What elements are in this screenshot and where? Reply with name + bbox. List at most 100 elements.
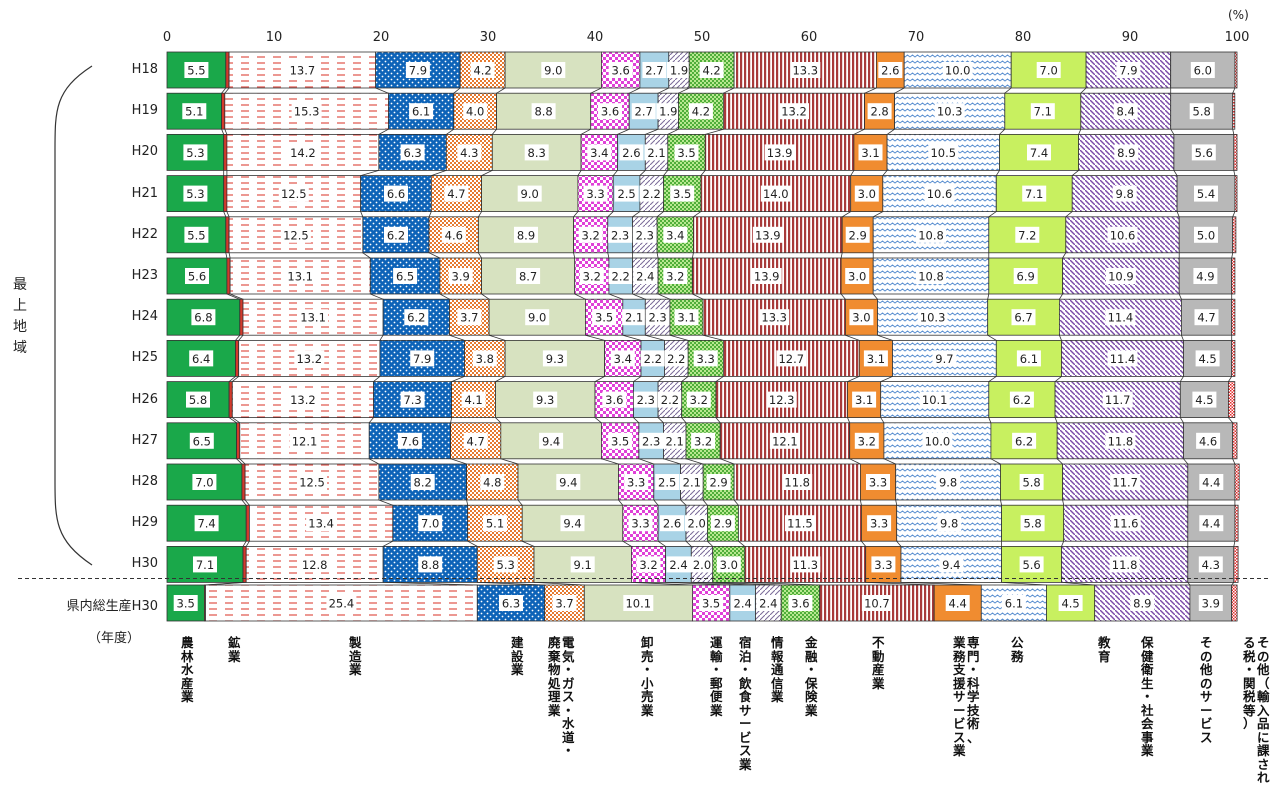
data-label: 25.4 <box>329 597 355 611</box>
connector-line <box>631 582 693 586</box>
connector-line <box>241 499 247 506</box>
connector-line <box>707 540 713 547</box>
data-label: 7.9 <box>409 64 427 78</box>
data-label: 8.8 <box>534 105 552 119</box>
data-label-bg <box>664 350 689 367</box>
connector-line <box>607 211 614 218</box>
data-label: 3.2 <box>666 270 684 284</box>
bar-segment <box>1231 339 1236 377</box>
data-label-bg <box>1190 62 1215 78</box>
data-label-bg <box>579 268 604 284</box>
connector-line <box>877 334 893 341</box>
connector-line <box>883 458 896 465</box>
data-label-bg <box>457 309 482 326</box>
connector-line <box>988 417 992 423</box>
data-label: 7.9 <box>1119 64 1137 78</box>
data-label-bg <box>556 474 581 490</box>
data-label: 5.1 <box>185 105 203 119</box>
bar-segment <box>226 257 231 295</box>
data-label: 2.9 <box>714 517 732 531</box>
data-label-bg <box>400 391 425 408</box>
data-label-bg <box>706 474 731 490</box>
data-label: 2.0 <box>693 558 711 572</box>
data-label: 2.3 <box>611 228 629 242</box>
data-label: 5.4 <box>1197 187 1215 201</box>
data-label: 6.6 <box>387 187 405 201</box>
data-label: 13.9 <box>754 270 780 284</box>
data-label-bg <box>674 309 699 326</box>
data-label-bg <box>861 595 892 611</box>
connector-line <box>1059 335 1062 341</box>
data-label-bg <box>919 391 950 408</box>
data-label-bg <box>710 515 735 532</box>
data-label: 10.8 <box>918 270 944 284</box>
bar-segment <box>1234 504 1239 542</box>
region-bracket <box>54 65 93 566</box>
connector-line <box>590 87 602 94</box>
data-label: 3.3 <box>874 558 892 572</box>
data-label-bg <box>776 350 807 367</box>
data-label-bg <box>684 515 709 532</box>
category-label: 不 動 産 業 <box>872 635 885 691</box>
data-label: 6.1 <box>1005 597 1023 611</box>
connector-line <box>431 170 447 176</box>
connector-line <box>607 252 610 259</box>
data-label: 6.9 <box>1017 270 1035 284</box>
category-label: 公 務 <box>1011 635 1024 664</box>
bar-segment <box>245 504 250 542</box>
data-label: 9.8 <box>939 476 957 490</box>
connector-line <box>242 540 247 547</box>
data-label-bg <box>667 62 691 78</box>
data-label-bg <box>752 226 783 243</box>
connector-line <box>657 376 665 382</box>
data-label: 3.3 <box>697 352 715 366</box>
data-label: 3.1 <box>861 146 879 160</box>
data-label: 2.2 <box>661 393 679 407</box>
connector-line <box>236 458 243 465</box>
data-label-bg <box>766 391 797 408</box>
data-label-bg <box>788 595 813 611</box>
data-label-bg <box>928 144 959 161</box>
data-label-bg <box>463 103 488 120</box>
data-label: 4.2 <box>702 64 720 78</box>
data-label-bg <box>662 432 687 449</box>
data-label-bg <box>1130 595 1155 611</box>
connector-line <box>238 334 244 341</box>
data-label: 3.3 <box>631 517 649 531</box>
data-label-bg <box>1009 391 1034 408</box>
connector-line <box>633 417 640 424</box>
data-label-bg <box>644 144 669 161</box>
data-label-bg <box>397 432 422 449</box>
category-label: 建 設 業 <box>511 635 524 677</box>
data-label-bg <box>1027 144 1051 161</box>
connector-line <box>702 499 708 506</box>
data-label: 8.4 <box>1117 105 1135 119</box>
data-label-bg <box>674 144 699 161</box>
connector-line <box>840 293 846 300</box>
data-label: 3.0 <box>848 270 866 284</box>
data-label: 3.7 <box>460 311 478 325</box>
data-label-bg <box>693 350 718 367</box>
data-label-bg <box>670 185 695 202</box>
data-label: 7.0 <box>195 476 213 490</box>
data-label: 2.3 <box>642 434 660 448</box>
connector-line <box>224 87 230 94</box>
connector-line <box>491 128 497 135</box>
data-label: 4.5 <box>1198 352 1216 366</box>
stacked-bar-chart: 5.5 13.7 7.9 4.2 9.0 3.6 2.7 1.9 4.2 13.3 2.6 10.0 7… <box>18 30 1270 622</box>
connector-line <box>987 293 990 300</box>
connector-line <box>1056 458 1063 465</box>
connector-line <box>1233 170 1236 176</box>
data-label: 9.0 <box>521 187 539 201</box>
data-label-bg <box>690 556 714 573</box>
data-label-bg <box>493 556 518 573</box>
data-label-bg <box>1198 595 1223 611</box>
data-label: 2.9 <box>849 228 867 242</box>
connector-line <box>235 334 241 341</box>
data-label: 4.4 <box>1202 476 1220 490</box>
data-label: 4.3 <box>460 146 478 160</box>
data-label-bg <box>845 268 870 284</box>
data-label-bg <box>614 185 639 202</box>
data-label: 3.6 <box>612 64 630 78</box>
connector-line <box>221 87 227 94</box>
